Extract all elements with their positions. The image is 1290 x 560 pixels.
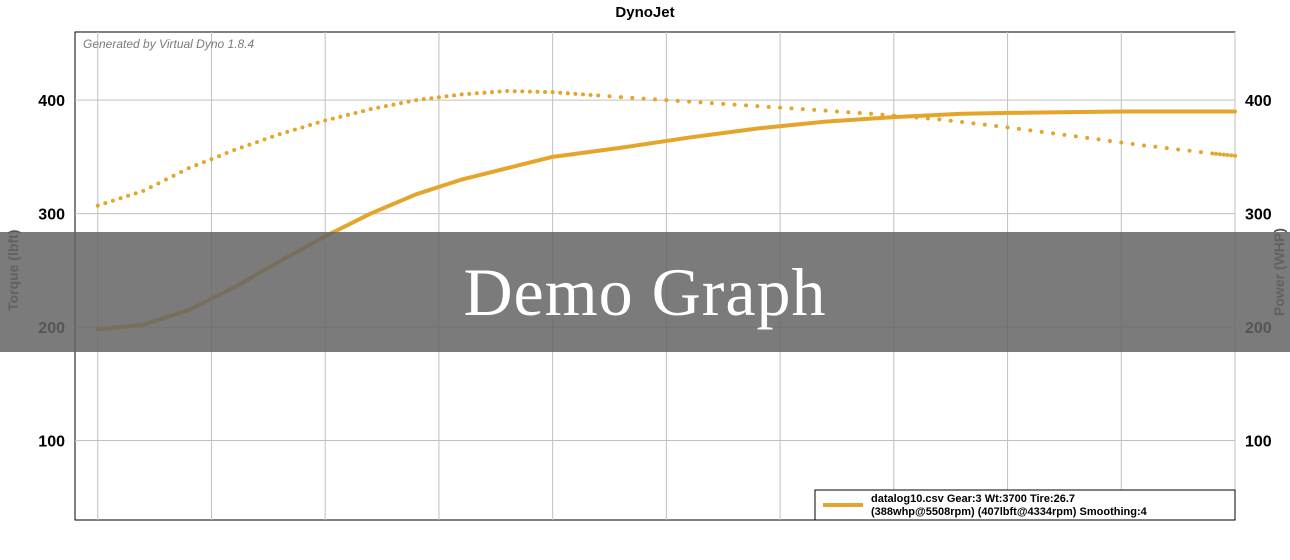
svg-text:400: 400 — [38, 93, 65, 110]
svg-text:Generated by Virtual Dyno 1.8.: Generated by Virtual Dyno 1.8.4 — [83, 37, 255, 51]
svg-text:100: 100 — [38, 434, 65, 451]
svg-text:300: 300 — [38, 207, 65, 224]
demo-overlay-text: Demo Graph — [463, 253, 826, 332]
svg-text:100: 100 — [1245, 434, 1272, 451]
chart-container: DynoJet 100200300400100200300400Generate… — [0, 0, 1290, 560]
demo-overlay-band: Demo Graph — [0, 232, 1290, 352]
svg-text:(388whp@5508rpm) (407lbft@4334: (388whp@5508rpm) (407lbft@4334rpm) Smoot… — [871, 506, 1148, 518]
svg-text:300: 300 — [1245, 207, 1272, 224]
svg-text:datalog10.csv Gear:3 Wt:3700 T: datalog10.csv Gear:3 Wt:3700 Tire:26.7 — [871, 493, 1075, 505]
svg-text:400: 400 — [1245, 93, 1272, 110]
